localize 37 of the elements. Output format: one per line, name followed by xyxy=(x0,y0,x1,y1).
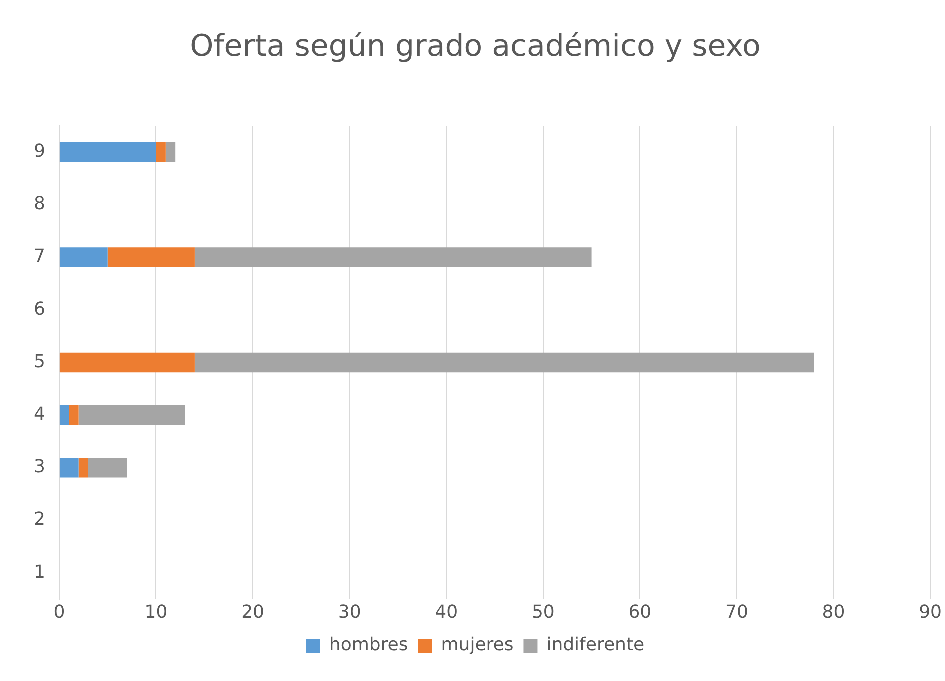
bar xyxy=(78,458,88,478)
legend-label: mujeres xyxy=(441,634,514,656)
y-tick-label: 7 xyxy=(34,246,46,268)
bar xyxy=(60,248,108,268)
legend-label: indiferente xyxy=(546,634,645,656)
bar xyxy=(78,405,186,426)
bar xyxy=(194,248,592,268)
y-tick-label: 3 xyxy=(34,456,46,478)
y-tick-label: 9 xyxy=(34,140,46,162)
x-tick-label: 70 xyxy=(726,602,748,623)
chart-title: Oferta según grado académico y sexo xyxy=(190,28,761,64)
y-tick-label: 8 xyxy=(34,194,46,215)
x-tick-label: 90 xyxy=(919,602,942,623)
bar xyxy=(60,142,156,162)
x-tick-label: 20 xyxy=(242,602,264,623)
y-tick-label: 6 xyxy=(34,298,46,320)
x-tick-label: 80 xyxy=(822,602,846,623)
bar xyxy=(60,352,195,373)
y-tick-label: 2 xyxy=(34,509,46,530)
bar xyxy=(166,142,176,162)
x-tick-label: 60 xyxy=(628,602,652,623)
bar xyxy=(60,458,79,478)
x-tick-label: 40 xyxy=(435,602,458,623)
y-tick-label: 4 xyxy=(34,404,46,425)
bar xyxy=(88,458,128,478)
bar xyxy=(156,142,166,162)
bar xyxy=(108,248,195,268)
bar xyxy=(60,405,70,426)
y-tick-label: 5 xyxy=(34,351,46,372)
x-tick-label: 50 xyxy=(532,602,555,623)
x-tick-label: 0 xyxy=(54,602,66,623)
bar xyxy=(69,405,79,426)
legend-label: hombres xyxy=(329,634,408,656)
x-tick-label: 10 xyxy=(144,602,168,623)
y-tick-label: 1 xyxy=(34,562,46,583)
bar xyxy=(194,352,814,373)
x-tick-label: 30 xyxy=(338,602,362,623)
